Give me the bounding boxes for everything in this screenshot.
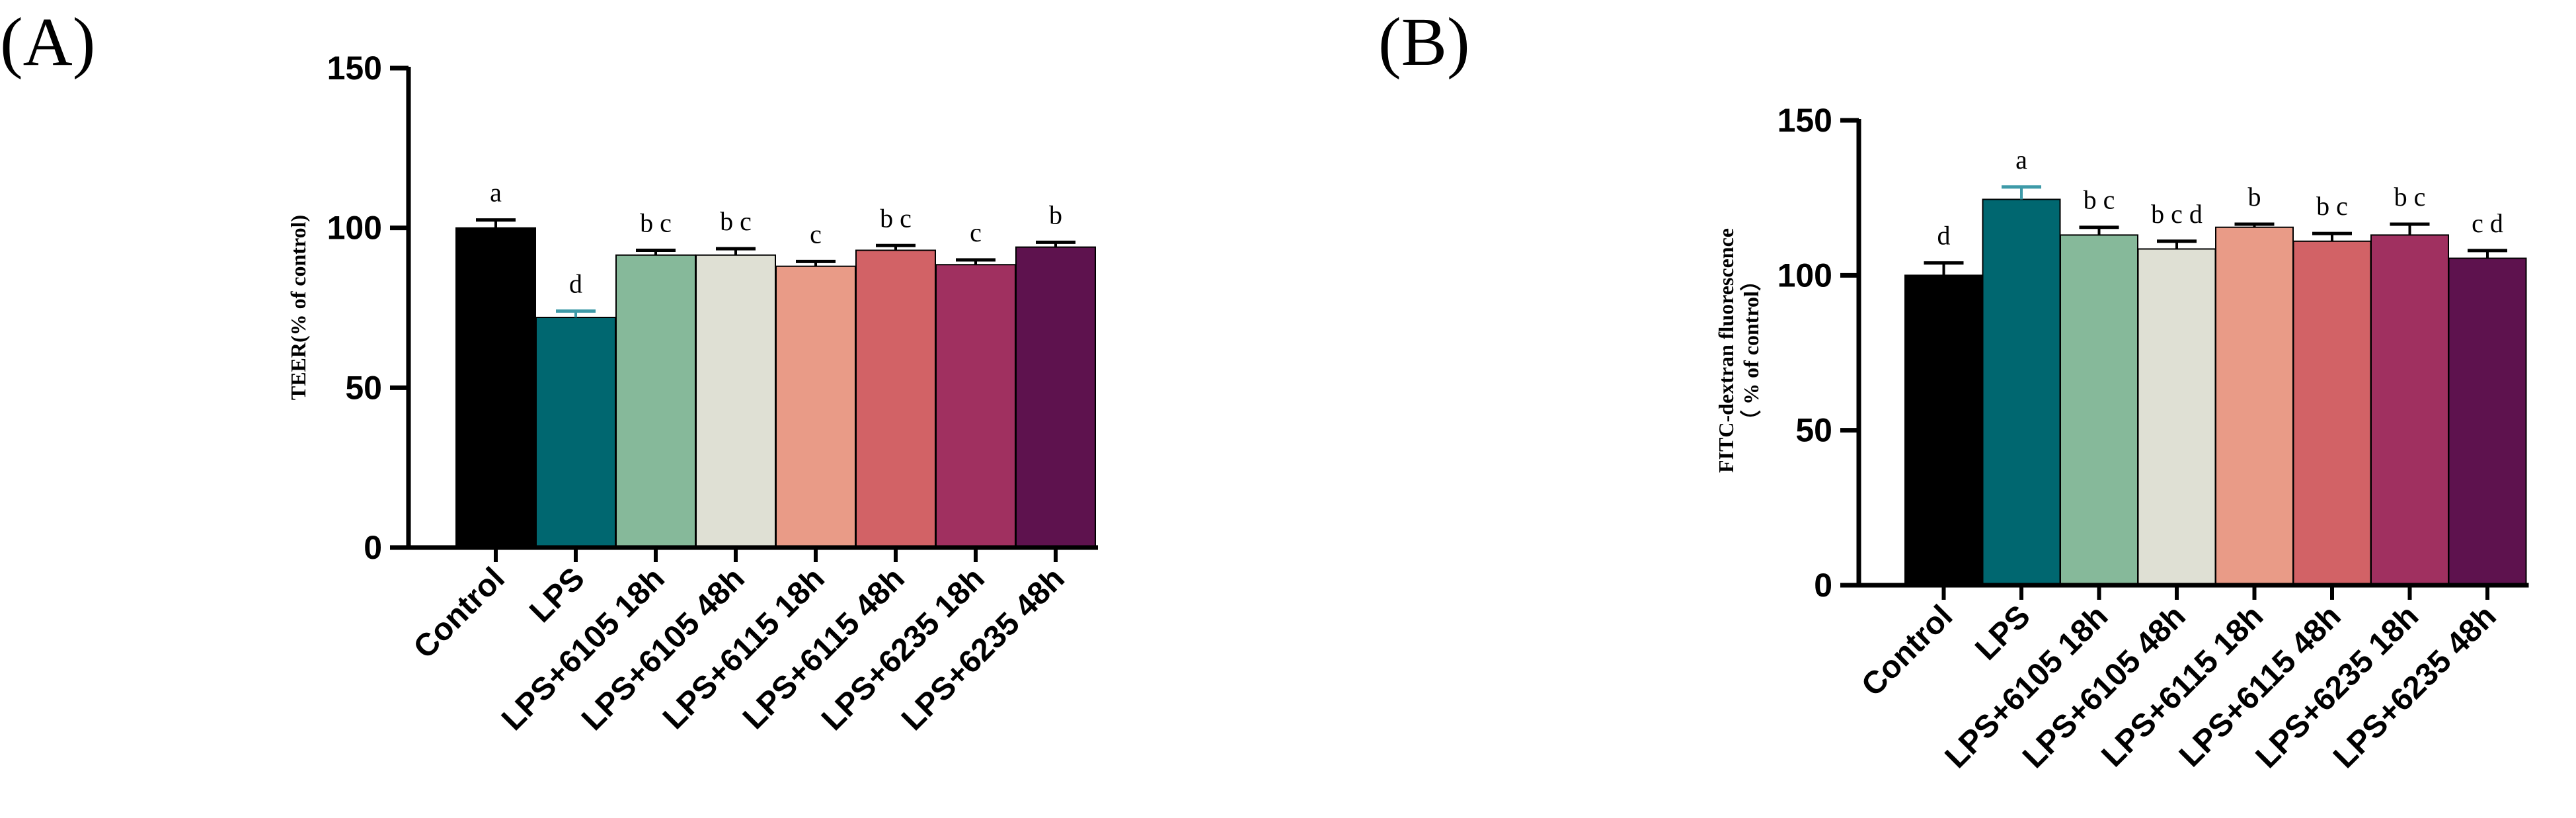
y-tick-label: 100 (327, 210, 382, 247)
bar (775, 265, 856, 548)
y-axis-title: TEER(% of control) (286, 215, 310, 400)
significance-label: b c (2084, 185, 2115, 215)
significance-label: a (2015, 145, 2027, 175)
bar (2370, 234, 2449, 586)
significance-label: d (569, 268, 582, 298)
panel-label: (B) (1378, 4, 1470, 80)
panel-label: (A) (0, 4, 95, 80)
y-tick-label: 150 (1777, 102, 1832, 139)
bar (2292, 240, 2372, 586)
bar (615, 254, 696, 548)
y-tick-label: 0 (364, 529, 382, 566)
significance-label: b c d (2151, 199, 2203, 229)
y-axis-title-line2: （ % of control） (1739, 270, 1763, 431)
significance-label: b c (880, 203, 912, 233)
significance-label: b (1049, 200, 1062, 229)
panel-a: (A) 0 50 100 150 TEER(% of control) a d b c b c c b… (0, 4, 1098, 737)
significance-label: b c (640, 208, 672, 238)
significance-label: b c (720, 206, 752, 236)
significance-label: b c (2394, 182, 2426, 212)
significance-label: d (1937, 221, 1951, 251)
bar (2137, 248, 2216, 586)
significance-label: b (2248, 182, 2261, 212)
bar (695, 254, 776, 548)
category-label: LPS (1969, 598, 2037, 667)
bar (935, 264, 1016, 548)
bar (1904, 274, 1983, 586)
category-label: Control (407, 561, 512, 665)
significance-label: a (490, 178, 502, 208)
y-tick-label: 150 (327, 50, 382, 87)
significance-label: c d (2472, 208, 2503, 238)
bar (2060, 234, 2138, 586)
bar (535, 317, 616, 548)
y-tick-label: 0 (1814, 567, 1832, 604)
significance-label: b c (2316, 191, 2348, 221)
bar (2215, 226, 2294, 586)
panel-b: (B) 0 50 100 150 FITC-dextran fluorescence （ %… (1378, 4, 2529, 775)
bar (455, 227, 536, 548)
significance-label: c (810, 219, 822, 249)
bar (855, 249, 936, 548)
significance-label: c (970, 218, 982, 247)
y-tick-label: 50 (345, 369, 382, 406)
bar (2448, 257, 2527, 586)
category-label: LPS (523, 561, 591, 629)
bar (1015, 246, 1096, 548)
category-label: Control (1855, 598, 1959, 703)
y-axis-title: FITC-dextran fluorescence (1714, 228, 1738, 473)
y-tick-label: 100 (1777, 257, 1832, 294)
y-tick-label: 50 (1795, 412, 1832, 449)
bar (1982, 198, 2061, 586)
